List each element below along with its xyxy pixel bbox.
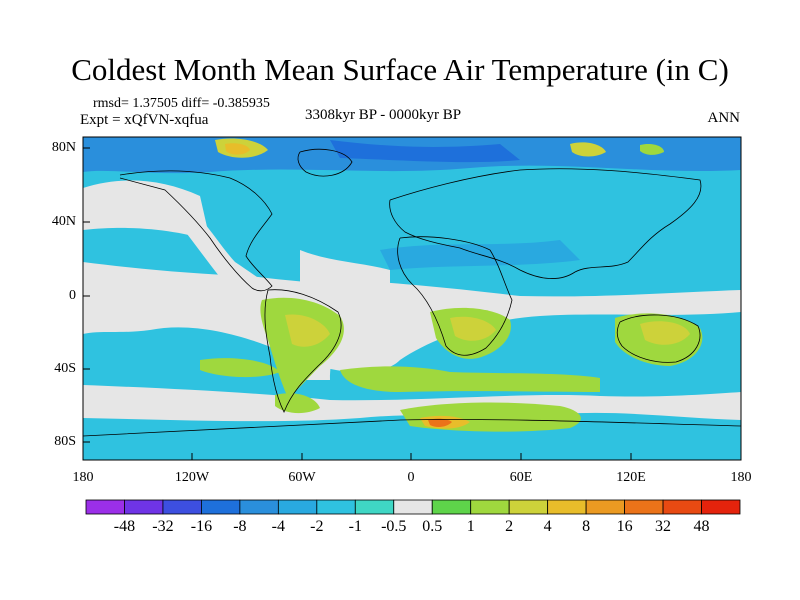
lon-label-120e: 120E — [616, 470, 646, 485]
axis-ticks — [83, 147, 632, 460]
coast-eurasia — [389, 168, 702, 279]
coast-greenland — [297, 148, 353, 177]
pacific-warm — [200, 358, 280, 378]
colorbar-swatch — [508, 499, 549, 515]
lat-label-0: 0 — [69, 288, 76, 303]
season-label: ANN — [707, 110, 741, 126]
colorbar-swatch — [431, 499, 472, 515]
africa-hot — [450, 316, 496, 341]
lat-label-40s: 40S — [54, 361, 76, 376]
map-frame — [82, 136, 742, 461]
antarctic-hottest — [428, 418, 452, 427]
period-label: 3308kyr BP - 0000kyr BP — [305, 107, 462, 123]
colorbar-label: -0.5 — [381, 518, 407, 535]
colorbar-label: -8 — [233, 518, 247, 535]
colorbar-label: 0.5 — [422, 518, 443, 535]
coastlines — [83, 148, 741, 437]
colorbar-swatch — [124, 499, 164, 515]
lon-label-60e: 60E — [509, 470, 533, 485]
colorbar-label: -2 — [310, 518, 324, 535]
coast-north-america — [119, 170, 273, 292]
colorbar-swatch — [354, 499, 395, 515]
lat-label-40n: 40N — [51, 214, 76, 229]
colorbar-label: 48 — [693, 518, 710, 535]
experiment-label: Expt = xQfVN-xqfua — [80, 112, 209, 128]
colorbar-label: -4 — [271, 518, 285, 535]
colorbar-swatch — [624, 499, 664, 515]
coast-south-america — [264, 289, 342, 413]
colorbar-label: -32 — [152, 518, 174, 535]
colorbar-swatch — [277, 499, 318, 515]
lon-label-0: 0 — [407, 470, 415, 485]
arctic-dark — [330, 140, 520, 163]
tropical-neutral — [83, 262, 741, 373]
lat-label-80s: 80S — [54, 434, 76, 449]
colorbar-label: 1 — [466, 518, 475, 535]
colorbar-swatch — [239, 499, 279, 515]
colorbar-label: -1 — [348, 518, 362, 535]
map-field — [83, 137, 741, 460]
colorbar-label: -16 — [190, 518, 213, 535]
coast-antarctica — [83, 419, 741, 437]
colorbar-label: 8 — [582, 518, 591, 535]
samerica-warm — [260, 297, 344, 398]
arctic-warm-3 — [570, 142, 606, 157]
lon-label-180e: 180 — [730, 470, 752, 485]
samerica-hot — [285, 314, 330, 347]
colorbar-label: 4 — [543, 518, 552, 535]
colorbar-swatch — [662, 499, 702, 515]
colorbar-swatch — [547, 499, 587, 515]
colorbar-swatch — [393, 499, 433, 515]
arctic-warm-2 — [225, 143, 250, 155]
colorbar-swatch — [585, 499, 625, 515]
map-title: Coldest Month Mean Surface Air Temperatu… — [71, 52, 729, 87]
lon-label-60w: 60W — [288, 470, 316, 485]
colorbar-label: -48 — [113, 518, 136, 535]
stats-line: rmsd= 1.37505 diff= -0.385935 — [93, 96, 270, 111]
australia-hot — [640, 321, 690, 345]
colorbar-label: 2 — [505, 518, 514, 535]
colorbar-swatch — [470, 499, 510, 515]
colorbar — [85, 499, 741, 515]
colorbar-label: 16 — [616, 518, 633, 535]
arctic-warm-4 — [640, 143, 664, 155]
coast-africa — [397, 236, 513, 356]
colorbar-swatch — [316, 499, 356, 515]
colorbar-label: 32 — [655, 518, 672, 535]
lat-label-80n: 80N — [51, 140, 76, 155]
lon-label-180w: 180 — [72, 470, 94, 485]
patagonia-warm — [275, 393, 320, 414]
namerica-neutral — [175, 198, 275, 300]
colorbar-swatch — [85, 499, 125, 515]
coast-australia — [616, 314, 701, 363]
npac-neutral — [83, 180, 210, 240]
colorbar-swatch — [162, 499, 202, 515]
colorbar-swatch — [701, 499, 741, 515]
lon-label-120w: 120W — [174, 470, 210, 485]
south-warm-band — [340, 366, 600, 392]
colorbar-swatch — [201, 499, 241, 515]
